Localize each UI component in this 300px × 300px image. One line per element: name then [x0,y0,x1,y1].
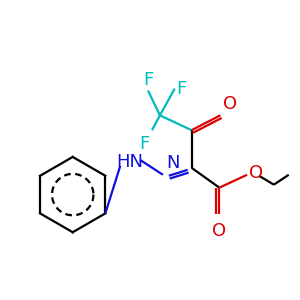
Text: F: F [140,135,150,153]
Text: HN: HN [117,153,144,171]
Text: O: O [212,222,226,240]
Text: O: O [223,95,237,113]
Text: N: N [166,154,179,172]
Text: O: O [249,164,263,182]
Text: F: F [177,80,187,98]
Text: F: F [143,70,153,88]
